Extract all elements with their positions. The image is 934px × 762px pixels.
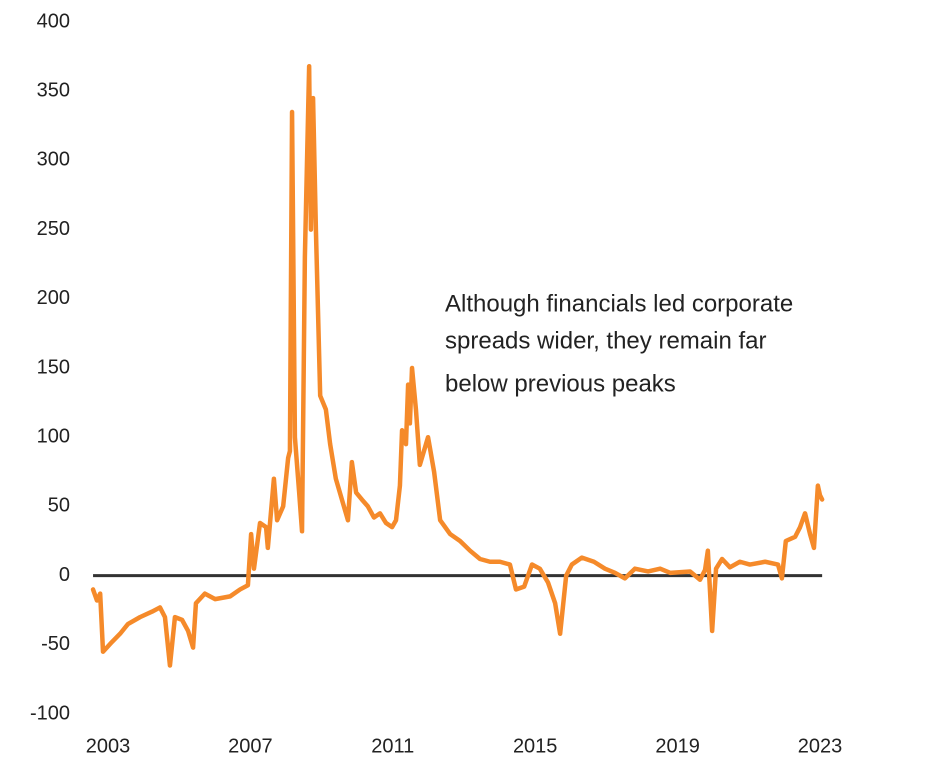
- y-tick-label: 400: [37, 10, 70, 32]
- y-tick-label: -100: [30, 702, 70, 724]
- y-tick-label: 50: [48, 495, 70, 517]
- y-tick-label: 250: [37, 218, 70, 240]
- annotation: below previous peaks: [445, 370, 676, 397]
- x-tick-label: 2007: [228, 735, 273, 757]
- annotation: Although financials led corporate: [445, 290, 793, 317]
- x-tick-label: 2003: [86, 735, 131, 757]
- y-tick-label: 150: [37, 356, 70, 378]
- y-tick-label: 100: [37, 425, 70, 447]
- annotation: spreads wider, they remain far: [445, 327, 766, 354]
- x-tick-label: 2015: [513, 735, 558, 757]
- x-tick-label: 2019: [655, 735, 700, 757]
- y-tick-label: 350: [37, 79, 70, 101]
- y-tick-label: 300: [37, 149, 70, 171]
- y-tick-label: 200: [37, 287, 70, 309]
- data-line: [90, 64, 825, 668]
- x-tick-label: 2023: [798, 735, 843, 757]
- y-tick-label: 0: [59, 564, 70, 586]
- x-tick-label: 2011: [371, 735, 414, 757]
- y-tick-label: -50: [41, 633, 70, 655]
